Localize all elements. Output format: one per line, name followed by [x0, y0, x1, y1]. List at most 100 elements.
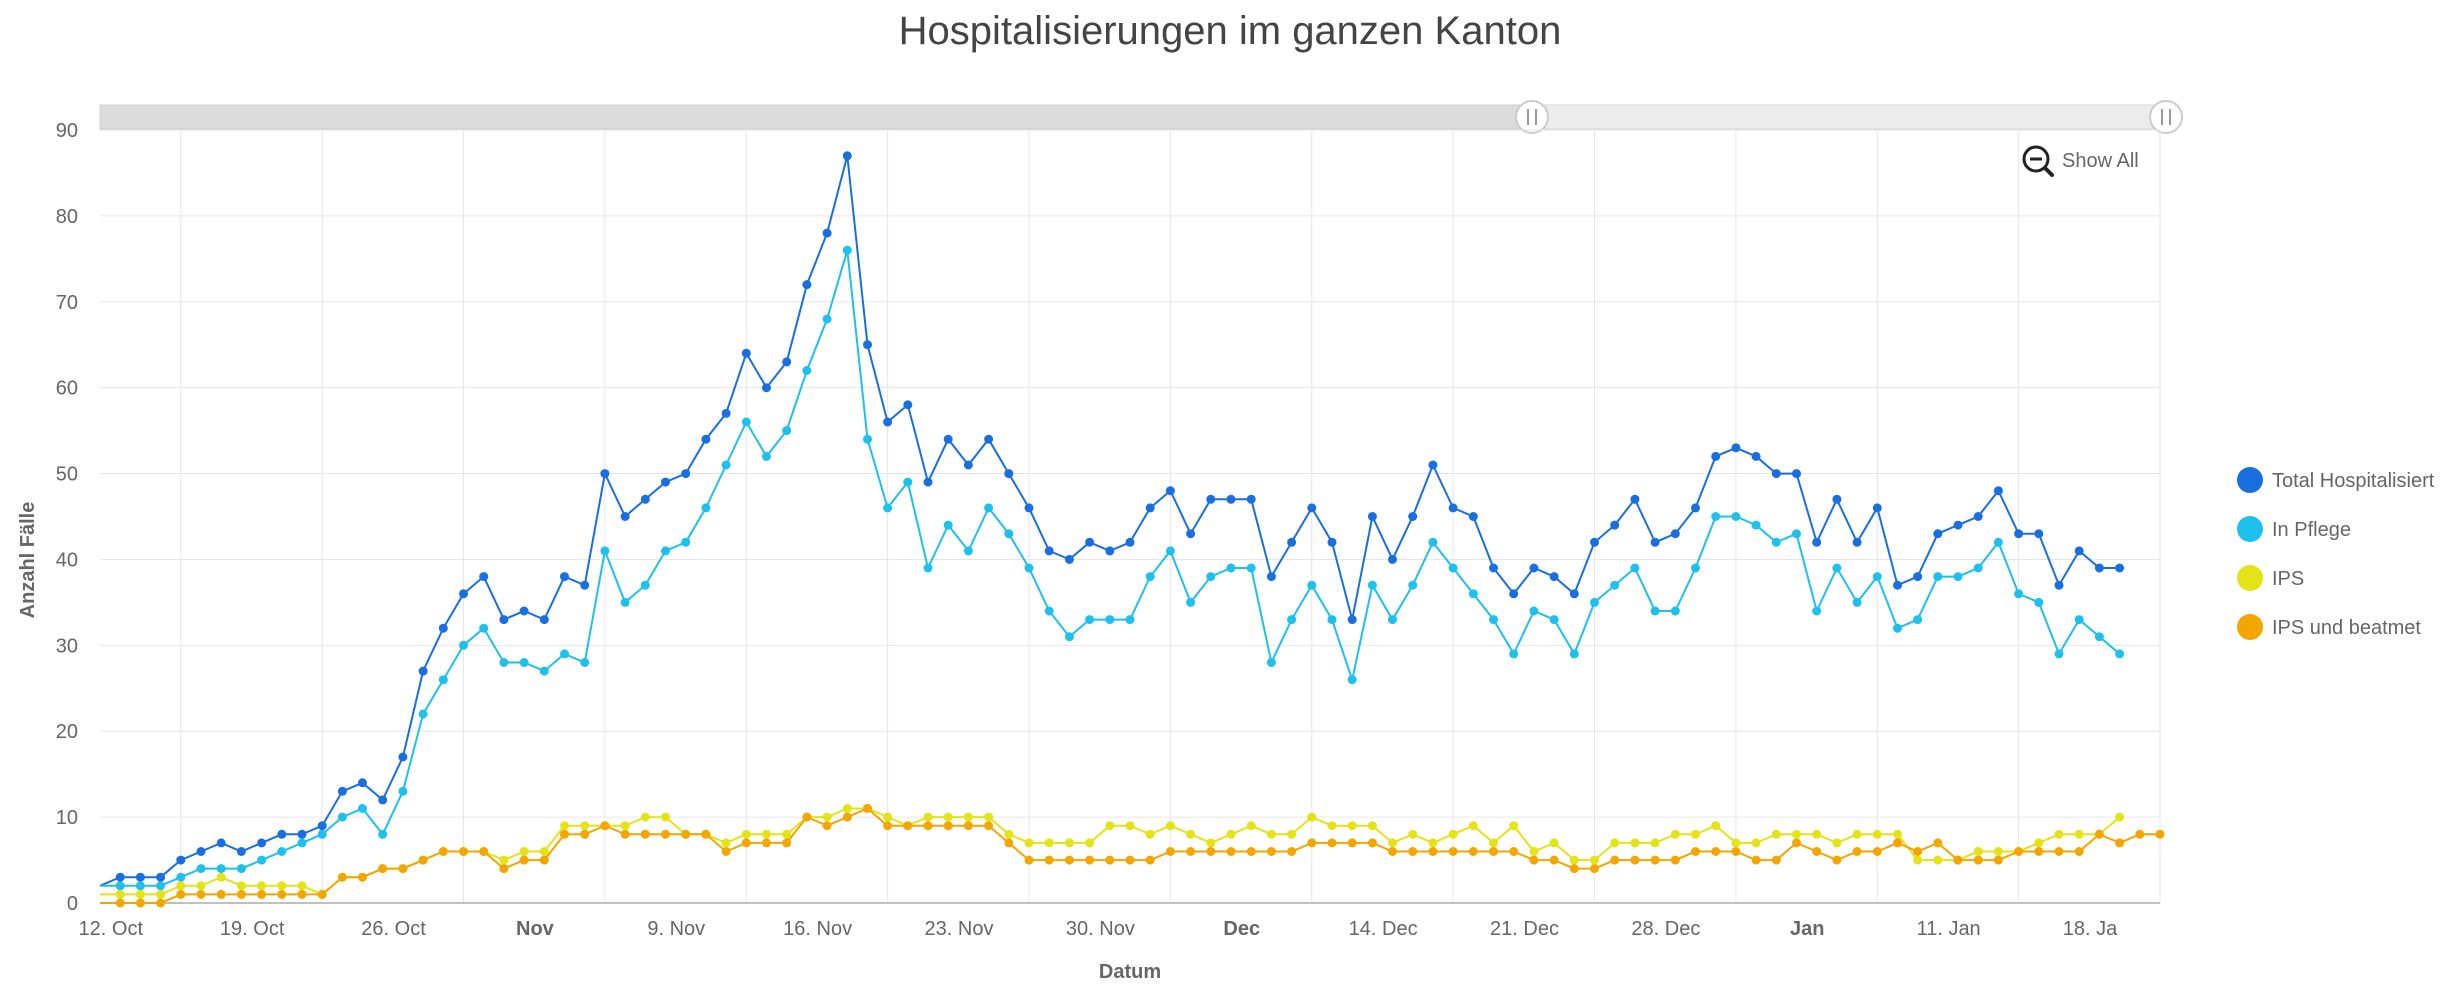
data-point: [196, 864, 206, 874]
y-tick-label: 70: [56, 292, 78, 314]
data-point: [2094, 632, 2104, 642]
data-point: [236, 864, 246, 874]
x-tick-label: 12. Oct: [79, 918, 144, 940]
navigator-unselected-range[interactable]: [99, 104, 1533, 130]
data-point: [1125, 855, 1135, 865]
x-tick-label: 26. Oct: [361, 918, 426, 940]
data-point: [2054, 580, 2064, 590]
data-point: [620, 597, 630, 607]
data-point: [903, 821, 913, 831]
data-point: [176, 889, 186, 899]
data-point: [115, 881, 125, 891]
data-point: [1367, 512, 1377, 521]
data-point: [236, 881, 246, 891]
zoom-out-icon[interactable]: [2022, 145, 2050, 173]
data-point: [963, 812, 973, 822]
data-point: [701, 829, 711, 839]
data-point: [1327, 838, 1337, 848]
data-point: [1125, 821, 1135, 831]
navigator-handle-right[interactable]: [2149, 100, 2183, 134]
navigator-handle-left[interactable]: [1515, 100, 1549, 134]
data-point: [1630, 494, 1640, 504]
grid: [100, 129, 2161, 904]
data-point: [1973, 855, 1983, 865]
data-point: [378, 795, 388, 805]
data-point: [135, 889, 145, 899]
data-point: [1226, 847, 1236, 856]
legend: Total Hospitalisiert In Pflege IPS IPS und …: [2237, 467, 2435, 640]
data-point: [2115, 812, 2125, 822]
data-point: [1509, 847, 1519, 856]
x-axis-label: Datum: [1099, 961, 1161, 983]
data-point: [1691, 503, 1700, 513]
data-point: [1731, 512, 1741, 521]
data-point: [1085, 537, 1095, 547]
data-point: [1226, 494, 1236, 504]
data-point: [1933, 838, 1943, 848]
data-point: [2115, 838, 2125, 848]
data-point: [297, 838, 307, 848]
data-point: [1691, 847, 1700, 856]
data-point: [1832, 563, 1842, 573]
data-point: [1004, 529, 1014, 539]
data-point: [1044, 855, 1054, 865]
data-point: [135, 872, 145, 882]
data-point: [1751, 838, 1761, 848]
data-point: [438, 623, 448, 633]
data-point: [1489, 838, 1498, 848]
data-point: [236, 889, 246, 899]
data-point: [1812, 537, 1822, 547]
data-point: [1650, 606, 1660, 616]
data-point: [257, 881, 267, 891]
data-point: [620, 829, 630, 839]
series-total-hospitalisiert: [99, 151, 2125, 887]
data-point: [1832, 494, 1842, 504]
data-point: [115, 898, 125, 908]
data-point: [560, 572, 569, 582]
data-point: [1993, 537, 2003, 547]
data-point: [216, 864, 226, 874]
data-point: [135, 881, 145, 891]
data-point: [863, 340, 872, 350]
data-point: [2034, 597, 2044, 607]
data-point: [1165, 486, 1175, 496]
y-tick-label: 30: [56, 635, 78, 657]
data-point: [1024, 855, 1034, 865]
data-point: [277, 881, 287, 891]
data-point: [701, 503, 711, 513]
data-point: [1246, 563, 1256, 573]
data-point: [438, 847, 448, 856]
data-point: [782, 829, 792, 839]
data-point: [2034, 838, 2044, 848]
data-point: [782, 838, 792, 848]
data-point: [1004, 469, 1014, 479]
data-point: [1266, 829, 1276, 839]
data-point: [923, 563, 933, 573]
show-all-label[interactable]: Show All: [2062, 150, 2139, 172]
data-point: [943, 812, 953, 822]
data-point: [297, 881, 307, 891]
data-point: [196, 847, 206, 856]
data-point: [1529, 606, 1539, 616]
data-point: [1872, 572, 1882, 582]
data-point: [499, 615, 509, 625]
data-point: [1590, 597, 1599, 607]
data-point: [1085, 838, 1095, 848]
data-point: [741, 417, 751, 427]
show-all-button[interactable]: Show All: [2022, 145, 2139, 177]
data-point: [156, 872, 166, 882]
zoom-out-icon-handle[interactable]: [2043, 166, 2054, 177]
data-point: [176, 855, 186, 865]
data-point: [115, 889, 125, 899]
data-point: [1549, 615, 1559, 625]
data-point: [1428, 460, 1438, 470]
data-point: [1165, 847, 1175, 856]
data-point: [661, 477, 670, 487]
data-point: [701, 434, 711, 444]
data-point: [1206, 572, 1216, 582]
data-point: [1307, 580, 1317, 590]
data-point: [943, 520, 953, 530]
data-point: [580, 829, 590, 839]
range-navigator[interactable]: [99, 100, 2183, 134]
data-point: [620, 821, 630, 831]
